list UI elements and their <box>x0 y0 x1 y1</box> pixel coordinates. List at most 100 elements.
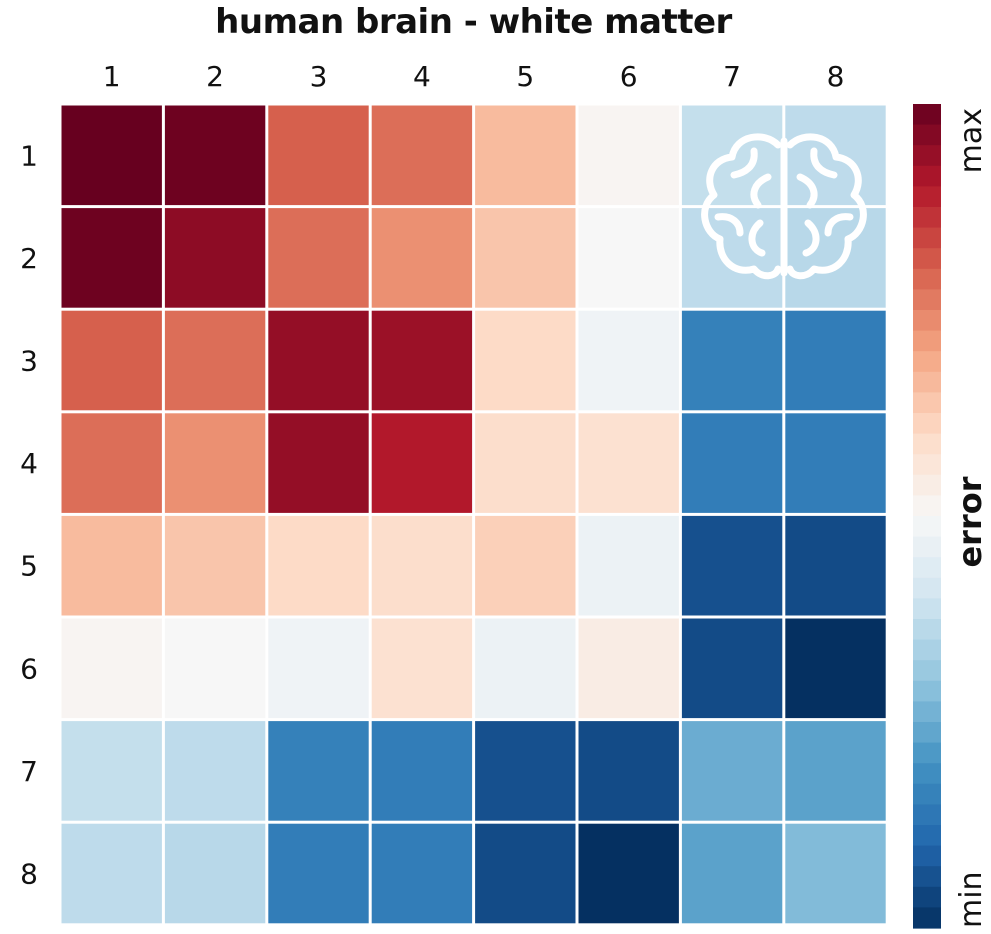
colorbar-segment <box>913 310 941 332</box>
colorbar-segment <box>913 371 941 393</box>
heatmap-cell-r4-c5 <box>475 413 576 513</box>
colorbar-segment <box>913 165 941 187</box>
heatmap-cell-r2-c7 <box>681 208 783 308</box>
colorbar-segment <box>913 351 941 373</box>
heatmap-cell-r8-c2 <box>164 823 266 924</box>
heatmap-cells <box>61 105 886 924</box>
heatmap-cell-r3-c7 <box>681 310 783 411</box>
heatmap-cell-r3-c8 <box>785 310 886 411</box>
y-tick-label: 5 <box>20 550 38 583</box>
colorbar-segment <box>913 763 941 785</box>
y-tick-label: 1 <box>20 139 38 172</box>
colorbar <box>913 104 941 929</box>
colorbar-segment <box>913 495 941 517</box>
heatmap-cell-r5-c5 <box>475 515 576 616</box>
heatmap-cell-r2-c6 <box>578 208 679 308</box>
x-tick-label: 2 <box>206 60 224 93</box>
heatmap-cell-r5-c1 <box>61 515 162 616</box>
heatmap-cell-r5-c4 <box>371 515 473 616</box>
x-tick-label: 7 <box>723 60 741 93</box>
x-tick-label: 1 <box>103 60 121 93</box>
heatmap-cell-r8-c7 <box>681 823 783 924</box>
x-tick-label: 8 <box>827 60 845 93</box>
heatmap-cell-r8-c8 <box>785 823 886 924</box>
heatmap-cell-r4-c1 <box>61 413 162 513</box>
heatmap-cell-r6-c3 <box>268 618 369 719</box>
heatmap-cell-r5-c3 <box>268 515 369 616</box>
colorbar-labels: max error min <box>951 108 989 928</box>
colorbar-segment <box>913 289 941 311</box>
heatmap-cell-r2-c1 <box>61 208 162 308</box>
heatmap-cell-r8-c5 <box>475 823 576 924</box>
heatmap-cell-r7-c5 <box>475 721 576 821</box>
colorbar-segment <box>913 207 941 229</box>
y-tick-label: 8 <box>20 858 38 891</box>
y-tick-label: 7 <box>20 755 38 788</box>
heatmap-cell-r3-c6 <box>578 310 679 411</box>
heatmap-cell-r8-c3 <box>268 823 369 924</box>
chart-title: human brain - white matter <box>215 2 732 42</box>
colorbar-segment <box>913 248 941 270</box>
colorbar-segment <box>913 577 941 599</box>
heatmap-cell-r3-c3 <box>268 310 369 411</box>
colorbar-segment <box>913 330 941 352</box>
colorbar-min-label: min <box>954 871 989 928</box>
heatmap-cell-r4-c3 <box>268 413 369 513</box>
colorbar-segment <box>913 392 941 414</box>
heatmap-cell-r7-c4 <box>371 721 473 821</box>
colorbar-segment <box>913 886 941 908</box>
colorbar-segment <box>913 783 941 805</box>
heatmap-cell-r3-c4 <box>371 310 473 411</box>
heatmap-cell-r5-c6 <box>578 515 679 616</box>
colorbar-segment <box>913 680 941 702</box>
brain-icon <box>701 133 867 280</box>
heatmap-cell-r6-c7 <box>681 618 783 719</box>
heatmap-cell-r4-c2 <box>164 413 266 513</box>
colorbar-segment <box>913 907 941 929</box>
colorbar-segment <box>913 598 941 620</box>
colorbar-segment <box>913 845 941 867</box>
colorbar-segment <box>913 557 941 579</box>
heatmap-cell-r7-c7 <box>681 721 783 821</box>
y-tick-label: 4 <box>20 447 38 480</box>
heatmap-cell-r6-c6 <box>578 618 679 719</box>
colorbar-segment <box>913 454 941 476</box>
heatmap-cell-r2-c3 <box>268 208 369 308</box>
colorbar-segment <box>913 433 941 455</box>
heatmap-cell-r6-c4 <box>371 618 473 719</box>
colorbar-segment <box>913 186 941 208</box>
heatmap-cell-r1-c4 <box>371 105 473 206</box>
colorbar-segment <box>913 227 941 249</box>
heatmap-cell-r7-c1 <box>61 721 162 821</box>
heatmap-cell-r2-c5 <box>475 208 576 308</box>
heatmap-cell-r4-c8 <box>785 413 886 513</box>
heatmap-cell-r8-c4 <box>371 823 473 924</box>
colorbar-segment <box>913 639 941 661</box>
heatmap-cell-r5-c8 <box>785 515 886 616</box>
colorbar-max-label: max <box>954 108 989 173</box>
colorbar-segment <box>913 124 941 146</box>
y-tick-label: 3 <box>20 345 38 378</box>
heatmap-cell-r3-c5 <box>475 310 576 411</box>
colorbar-segment <box>913 268 941 290</box>
x-tick-labels: 1 2 3 4 5 6 7 8 <box>103 60 845 93</box>
colorbar-segment <box>913 516 941 538</box>
heatmap-cell-r6-c8 <box>785 618 886 719</box>
colorbar-segment <box>913 701 941 723</box>
heatmap-cell-r8-c6 <box>578 823 679 924</box>
colorbar-title: error <box>951 476 989 567</box>
heatmap-cell-r6-c1 <box>61 618 162 719</box>
heatmap-cell-r7-c6 <box>578 721 679 821</box>
heatmap-cell-r1-c2 <box>164 105 266 206</box>
x-tick-label: 6 <box>620 60 638 93</box>
colorbar-segment <box>913 619 941 641</box>
colorbar-segment <box>913 413 941 435</box>
colorbar-segment <box>913 866 941 888</box>
heatmap-cell-r5-c2 <box>164 515 266 616</box>
colorbar-segment <box>913 722 941 744</box>
heatmap-cell-r1-c1 <box>61 105 162 206</box>
heatmap-cell-r3-c1 <box>61 310 162 411</box>
heatmap-cell-r4-c4 <box>371 413 473 513</box>
